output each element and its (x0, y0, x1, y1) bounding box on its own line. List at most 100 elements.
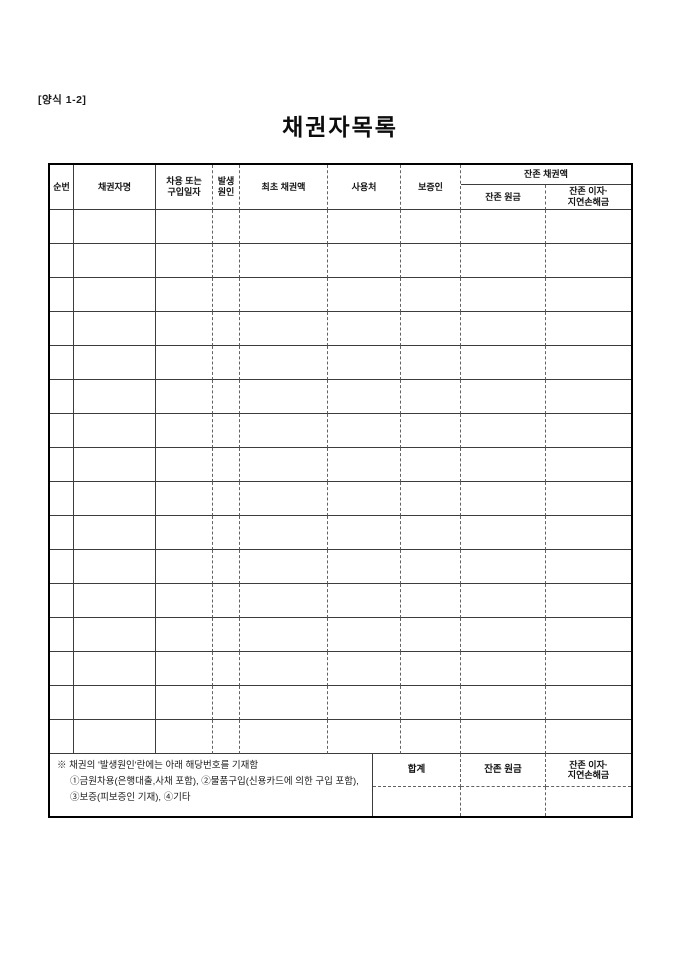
body-cell (401, 414, 461, 448)
body-cell (156, 312, 213, 346)
body-cell (156, 414, 213, 448)
body-cell (50, 278, 74, 312)
body-cell (50, 448, 74, 482)
body-cell (546, 244, 631, 278)
body-cell (328, 448, 401, 482)
header-creditor-name: 채권자명 (74, 165, 156, 210)
body-cell (240, 210, 328, 244)
footer-remaining-interest-line1: 잔존 이자· (569, 759, 608, 770)
body-cell (74, 244, 156, 278)
body-cell (213, 414, 240, 448)
header-borrow-date: 차용 또는 구입일자 (156, 165, 213, 210)
body-cell (461, 312, 546, 346)
body-cell (156, 380, 213, 414)
body-cell (328, 346, 401, 380)
body-cell (546, 448, 631, 482)
body-cell (74, 278, 156, 312)
body-cell (328, 550, 401, 584)
body-row (50, 516, 631, 550)
footer-note-line2: ①금원차용(은행대출,사채 포함), ②물품구입(신용카드에 의한 구입 포함)… (70, 776, 359, 788)
header-initial-amount: 최초 채권액 (240, 165, 328, 210)
body-cell (240, 482, 328, 516)
body-cell (240, 346, 328, 380)
header-cause-line1: 발생 (217, 176, 235, 187)
body-cell (240, 414, 328, 448)
body-cell (328, 414, 401, 448)
body-cell (74, 346, 156, 380)
body-cell (546, 380, 631, 414)
body-row (50, 448, 631, 482)
body-cell (328, 686, 401, 720)
body-cell (546, 618, 631, 652)
body-cell (240, 652, 328, 686)
body-cell (546, 686, 631, 720)
footer-total-value-cell (373, 787, 461, 816)
body-cell (50, 550, 74, 584)
body-cell (240, 380, 328, 414)
body-cell (50, 720, 74, 754)
body-cell (74, 448, 156, 482)
footer-remaining-interest-line2: 지연손해금 (567, 770, 610, 780)
body-cell (461, 550, 546, 584)
body-cell (74, 720, 156, 754)
body-cell (401, 312, 461, 346)
body-cell (546, 482, 631, 516)
body-cell (461, 244, 546, 278)
body-cell (74, 652, 156, 686)
body-cell (213, 448, 240, 482)
body-cell (328, 210, 401, 244)
footer-note-line1: ※ 채권의 '발생원인'란에는 아래 해당번호를 기재함 (57, 760, 259, 771)
body-row (50, 652, 631, 686)
body-cell (401, 244, 461, 278)
body-cell (50, 414, 74, 448)
body-cell (156, 346, 213, 380)
body-cell (461, 380, 546, 414)
body-cell (240, 448, 328, 482)
body-cell (50, 516, 74, 550)
body-cell (328, 584, 401, 618)
body-cell (50, 584, 74, 618)
body-cell (461, 720, 546, 754)
body-cell (546, 278, 631, 312)
table-body (50, 210, 631, 754)
footer-note-line3: ③보증(피보증인 기재), ④기타 (70, 792, 191, 804)
body-cell (546, 550, 631, 584)
body-cell (328, 278, 401, 312)
body-cell (461, 584, 546, 618)
header-remaining-interest-line1: 잔존 이자· (569, 186, 608, 197)
body-cell (74, 312, 156, 346)
body-cell (461, 652, 546, 686)
body-cell (401, 618, 461, 652)
body-cell (50, 380, 74, 414)
header-remaining-group: 잔존 채권액 (461, 165, 631, 185)
body-cell (74, 414, 156, 448)
header-cause: 발생 원인 (213, 165, 240, 210)
body-cell (240, 618, 328, 652)
header-remaining-interest: 잔존 이자· 지연손해금 (546, 185, 631, 210)
page-title: 채권자목록 (282, 114, 398, 140)
body-cell (240, 686, 328, 720)
body-row (50, 686, 631, 720)
body-cell (328, 652, 401, 686)
body-cell (240, 516, 328, 550)
body-cell (213, 584, 240, 618)
body-cell (546, 210, 631, 244)
body-cell (461, 414, 546, 448)
body-cell (156, 686, 213, 720)
body-cell (546, 720, 631, 754)
body-cell (156, 720, 213, 754)
body-cell (328, 244, 401, 278)
body-cell (328, 516, 401, 550)
body-cell (401, 278, 461, 312)
header-remaining-principal: 잔존 원금 (461, 185, 546, 210)
body-cell (156, 618, 213, 652)
body-cell (50, 686, 74, 720)
footer-remaining-principal-label: 잔존 원금 (461, 754, 546, 787)
body-cell (50, 312, 74, 346)
body-cell (213, 210, 240, 244)
header-usage: 사용처 (328, 165, 401, 210)
body-row (50, 210, 631, 244)
body-cell (401, 720, 461, 754)
body-cell (401, 516, 461, 550)
header-row-2: 잔존 원금 잔존 이자· 지연손해금 (50, 185, 631, 210)
